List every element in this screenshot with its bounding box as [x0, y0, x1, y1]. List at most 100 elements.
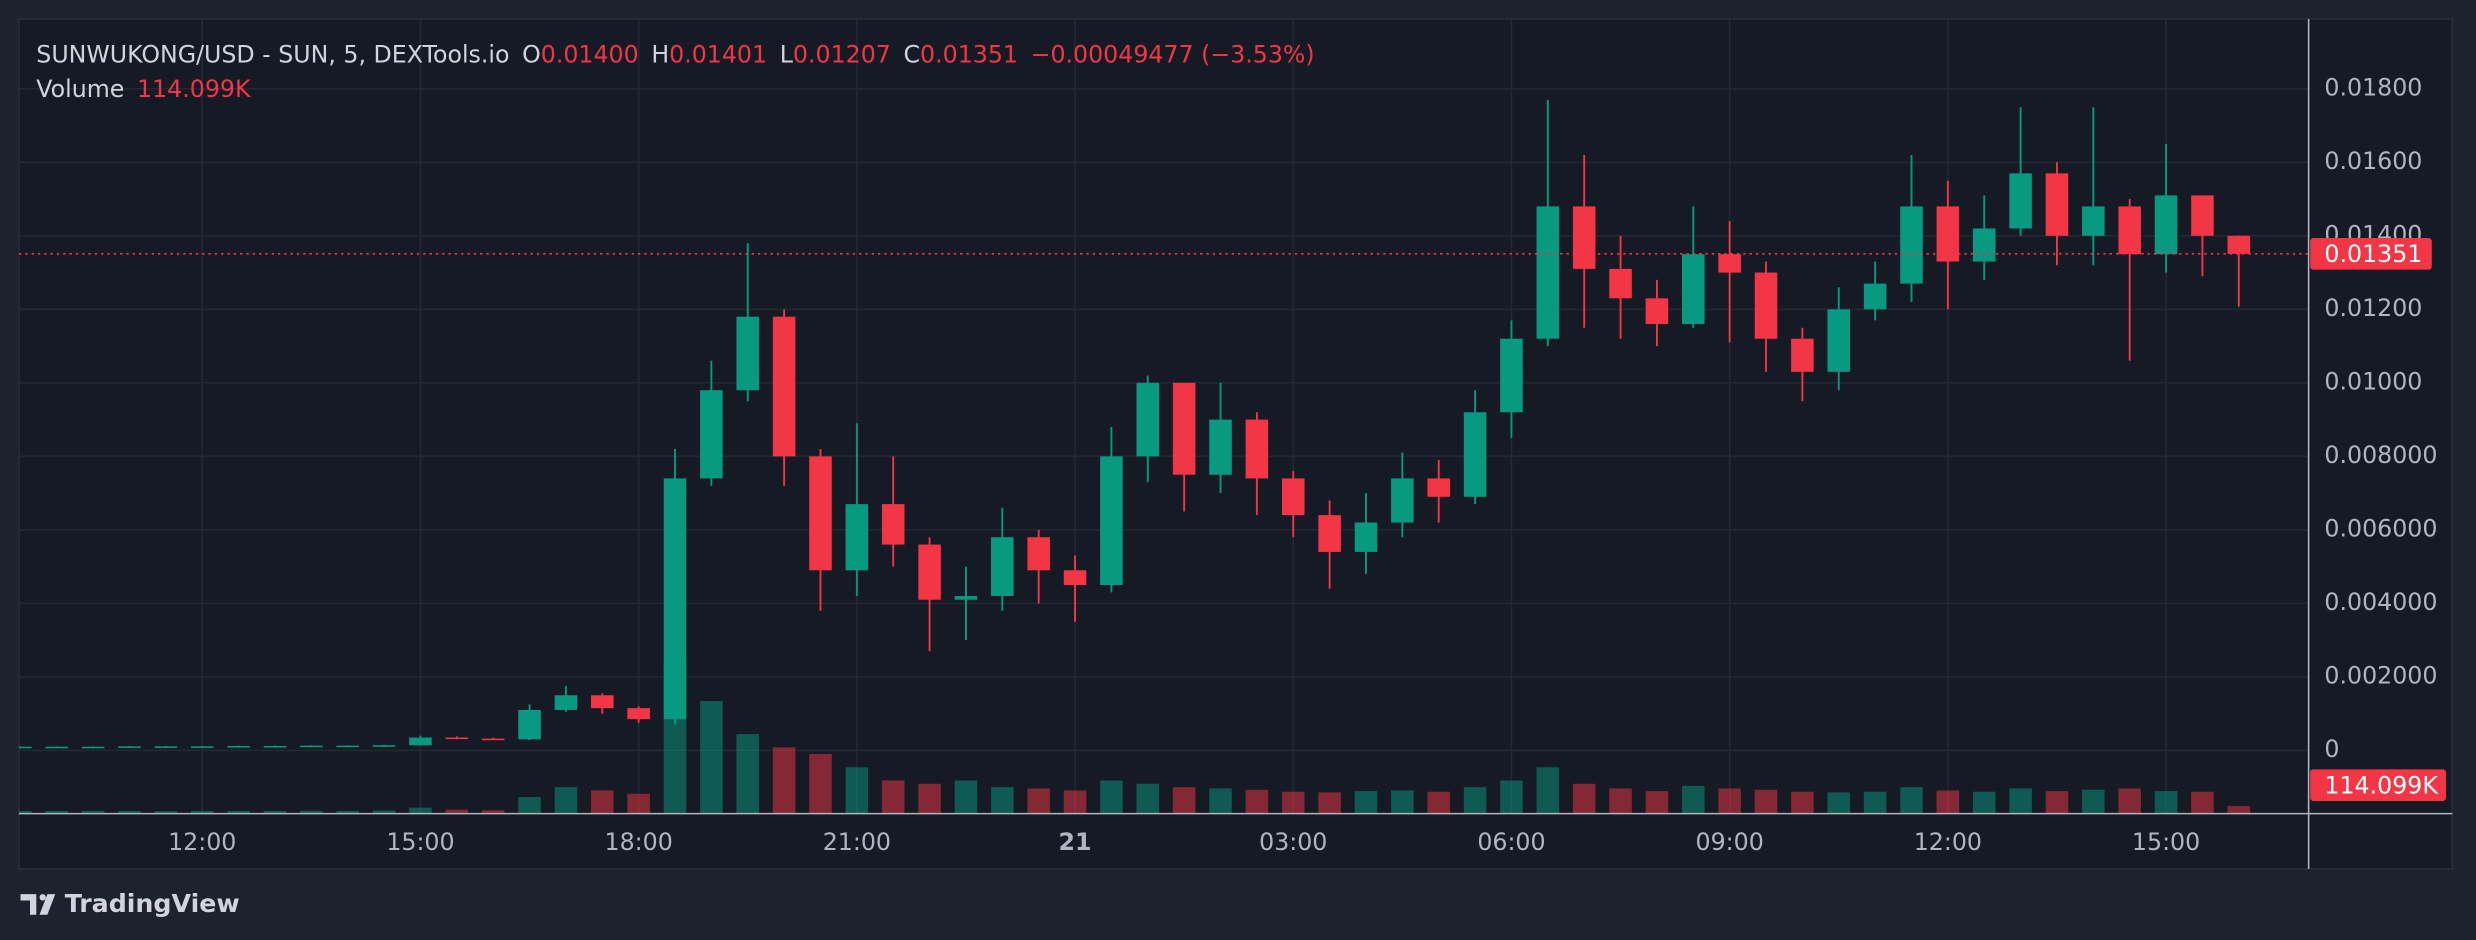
price-pane	[18, 99, 2251, 749]
last-volume-label: 114.099K	[2324, 771, 2439, 799]
chart-panel	[18, 18, 2454, 870]
volume-bar	[1391, 790, 1414, 814]
candle-body	[263, 745, 287, 748]
last-volume-tag	[2310, 769, 2446, 801]
y-tick-label: 0.006000	[2324, 514, 2437, 542]
candle-body	[881, 504, 905, 545]
candle-body	[372, 745, 396, 747]
volume-bar	[1900, 787, 1923, 814]
candle-body	[845, 504, 869, 571]
candle-body	[1027, 537, 1050, 571]
volume-bar	[263, 810, 287, 814]
candle-body	[190, 746, 214, 748]
volume-bar	[627, 793, 650, 814]
volume-bar	[845, 767, 869, 814]
volume-bar	[154, 811, 178, 814]
volume-bar	[190, 810, 214, 814]
candle-body	[1100, 456, 1123, 585]
candle-body	[2118, 206, 2141, 255]
candle-body	[2009, 173, 2032, 229]
volume-bar	[1827, 792, 1851, 814]
candle-body	[1354, 522, 1378, 552]
volume-bar	[2154, 791, 2178, 814]
x-tick-label: 18:00	[605, 828, 673, 856]
x-tick-label: 21	[1059, 828, 1092, 856]
logo: TradingView	[20, 889, 240, 918]
volume-bar	[1936, 790, 1960, 814]
volume-bar	[1609, 788, 1632, 814]
volume-bar	[991, 787, 1014, 814]
candle-body	[336, 745, 359, 748]
logo-icon	[20, 894, 56, 915]
axes: 0 0.002000 0.004000 0.006000 0.008000 0.01000…	[18, 73, 2446, 856]
x-tick-label: 21:00	[823, 828, 891, 856]
volume-bar	[45, 810, 69, 814]
volume-bar	[300, 810, 323, 814]
logo-dot	[39, 894, 46, 901]
volume-bar	[372, 810, 396, 814]
ohlc-key: H	[651, 40, 669, 68]
legend-row: SUNWUKONG/USD - SUN, 5, DEXTools.io O0.01…	[36, 40, 1314, 68]
y-tick-label: 0.01200	[2324, 294, 2422, 322]
volume-value: 114.099K	[137, 75, 252, 103]
candle-body	[1245, 419, 1269, 479]
volume-bar	[1572, 783, 1596, 814]
candle-body	[445, 737, 469, 740]
candle-body	[2227, 235, 2251, 254]
volume-bar	[409, 807, 432, 814]
last-price-label: 0.01351	[2324, 240, 2422, 268]
volume-bar	[736, 734, 760, 814]
volume-bar	[1027, 788, 1050, 814]
candle-body	[954, 596, 978, 600]
volume-bar	[1863, 791, 1887, 814]
symbol: SUNWUKONG/USD - SUN, 5, DEXTools.io	[36, 40, 509, 68]
ohlc-value: 0.01401	[669, 40, 767, 68]
ohlc-value: 0.01207	[793, 40, 891, 68]
volume-bar	[2009, 788, 2032, 814]
candle-body	[554, 695, 578, 710]
candle-body	[1136, 382, 1160, 457]
volume-bar	[2191, 791, 2214, 814]
candle-body	[627, 708, 650, 720]
volume-bar	[591, 790, 614, 814]
candle-body	[1172, 382, 1196, 475]
candle-body	[663, 478, 687, 720]
x-tick-label: 06:00	[1477, 828, 1545, 856]
volume-bar	[554, 787, 578, 814]
volume-bar	[2082, 789, 2105, 814]
candle-body	[1572, 206, 1596, 269]
volume-bar	[227, 810, 250, 814]
candle-body	[300, 745, 323, 748]
volume-bar	[1136, 783, 1160, 814]
volume-bar	[881, 780, 905, 814]
y-tick-label: 0	[2324, 735, 2339, 763]
volume-bar	[918, 783, 941, 814]
candle-body	[1754, 272, 1778, 339]
volume-bar	[1754, 789, 1778, 814]
candle-body	[45, 746, 69, 749]
volume-bar	[1682, 785, 1705, 814]
candle-body	[1682, 254, 1705, 325]
candle-body	[1500, 338, 1523, 413]
x-tick-label: 12:00	[168, 828, 236, 856]
volume-bar	[18, 810, 32, 814]
candle-body	[1318, 515, 1341, 552]
volume-bar	[954, 780, 978, 814]
candle-body	[409, 737, 432, 746]
candle-body	[118, 746, 141, 748]
legend-row: Volume 114.099K	[36, 75, 252, 103]
volume-bar	[336, 810, 359, 814]
candle-body	[809, 456, 832, 571]
candle-body	[1645, 298, 1669, 325]
y-tick-label: 0.01600	[2324, 147, 2422, 175]
x-tick-label: 09:00	[1696, 828, 1764, 856]
candle-body	[591, 695, 614, 709]
volume-bar	[1063, 790, 1087, 814]
volume-bar	[1209, 788, 1232, 814]
volume-bar	[81, 810, 105, 814]
volume-bar	[772, 747, 796, 814]
volume-name: Volume	[36, 75, 124, 103]
last-price-tag	[2310, 238, 2432, 270]
candle-body	[1827, 309, 1851, 372]
candle-body	[1063, 570, 1087, 585]
